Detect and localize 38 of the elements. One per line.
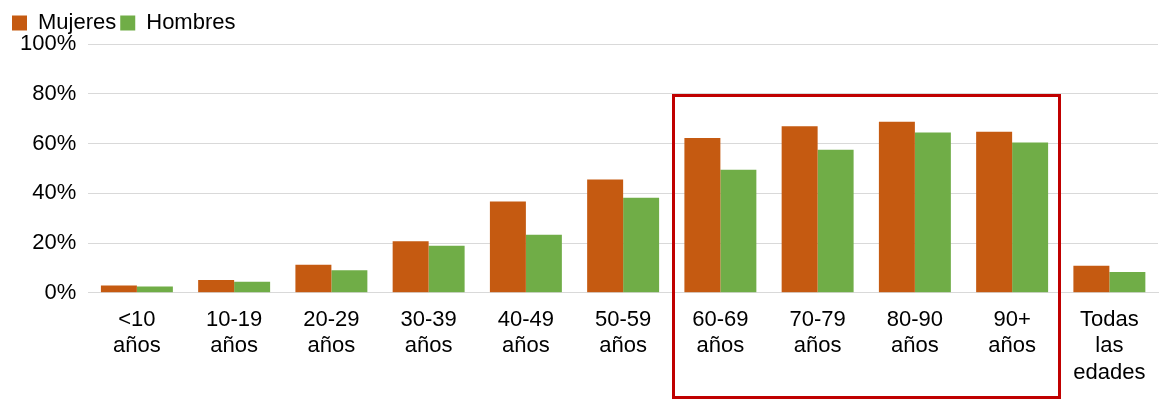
x-tick-label: 50-59 años: [594, 306, 652, 358]
bar: [914, 132, 951, 293]
bar: [1073, 265, 1110, 293]
y-tick-label: 20%: [32, 229, 77, 255]
x-tick-label: 70-79 años: [789, 306, 846, 358]
y-tick-label: 40%: [32, 179, 77, 205]
bar: [428, 245, 465, 293]
x-tick-label: 40-49 años: [497, 306, 555, 358]
y-tick-label: 0%: [44, 278, 77, 304]
bar: [878, 121, 915, 293]
bar: [295, 264, 332, 293]
bar: [234, 281, 271, 293]
x-tick-label: 60-69 años: [692, 306, 749, 358]
x-tick-label: 10-19 años: [206, 306, 263, 358]
x-tick-label: 90+ años: [988, 306, 1036, 358]
legend-label: Hombres: [146, 9, 236, 35]
x-tick-label: 20-29 años: [303, 306, 360, 358]
bar: [781, 126, 818, 293]
bar: [392, 241, 429, 293]
bar: [198, 280, 235, 293]
bar: [976, 131, 1013, 293]
bar: [817, 149, 854, 293]
bar: [331, 270, 368, 293]
bar: [720, 169, 757, 293]
bar: [587, 179, 624, 293]
legend-label: Mujeres: [38, 9, 117, 35]
bar: [1109, 271, 1146, 293]
bar: [525, 234, 562, 293]
x-tick-label: 80-90 años: [886, 306, 944, 358]
x-tick-label: 30-39 años: [400, 306, 457, 358]
y-tick-label: 80%: [32, 79, 77, 105]
bar: [623, 197, 660, 293]
x-tick-label: <10 años: [113, 306, 161, 358]
bar: [684, 138, 721, 293]
bar: [1012, 142, 1049, 293]
y-tick-label: 60%: [32, 129, 77, 155]
bar: [489, 201, 526, 293]
x-tick-label: Todas las edades: [1073, 306, 1146, 384]
